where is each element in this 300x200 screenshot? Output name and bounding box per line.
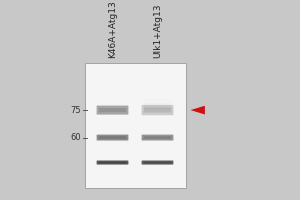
Text: 60: 60 — [70, 133, 81, 142]
FancyBboxPatch shape — [144, 136, 171, 139]
FancyBboxPatch shape — [97, 161, 128, 165]
FancyBboxPatch shape — [97, 106, 128, 115]
FancyBboxPatch shape — [144, 108, 171, 113]
FancyBboxPatch shape — [142, 135, 173, 141]
FancyBboxPatch shape — [97, 135, 128, 141]
Text: 75: 75 — [70, 106, 81, 115]
Bar — [144, 106, 171, 107]
Bar — [144, 103, 171, 104]
Bar — [144, 99, 171, 100]
FancyBboxPatch shape — [144, 162, 171, 163]
Bar — [144, 104, 171, 106]
FancyBboxPatch shape — [99, 136, 126, 139]
FancyBboxPatch shape — [99, 108, 126, 112]
Bar — [144, 100, 171, 101]
Bar — [144, 102, 171, 103]
FancyBboxPatch shape — [99, 162, 126, 163]
Text: K46A+Atg13: K46A+Atg13 — [108, 0, 117, 58]
FancyBboxPatch shape — [142, 161, 173, 165]
Text: Ulk1+Atg13: Ulk1+Atg13 — [153, 3, 162, 58]
Bar — [144, 109, 171, 110]
FancyBboxPatch shape — [142, 105, 173, 115]
Bar — [144, 107, 171, 109]
Bar — [85, 63, 186, 188]
Polygon shape — [190, 106, 205, 114]
